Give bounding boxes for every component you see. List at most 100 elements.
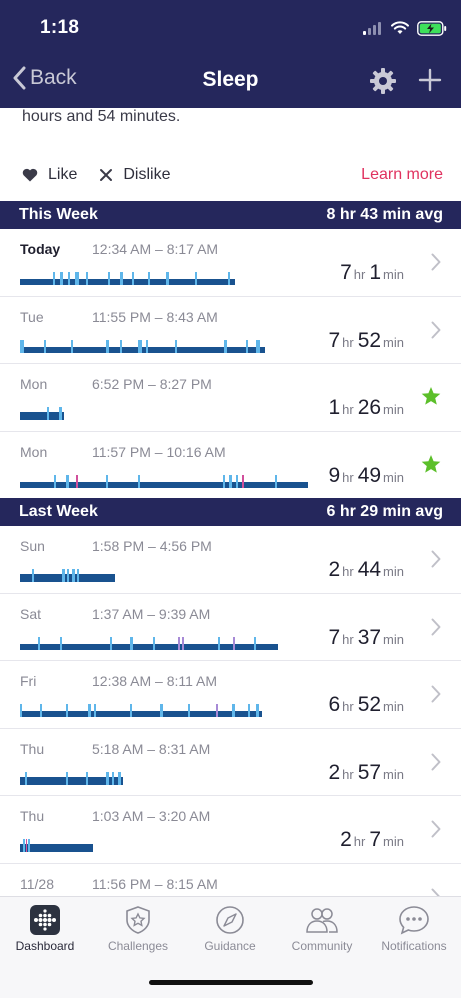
home-indicator[interactable]: [149, 980, 313, 985]
hours-unit: hr: [353, 267, 366, 282]
sleep-duration: 7 hr 1 min: [340, 261, 404, 285]
duration-hours: 2: [340, 828, 352, 851]
log-day: 11/28: [20, 875, 54, 892]
learn-more-link[interactable]: Learn more: [361, 166, 443, 183]
sleep-log-row[interactable]: Thu 5:18 AM – 8:31 AM 2 hr 57 min: [0, 729, 461, 796]
duration-minutes: 37: [357, 625, 382, 649]
tab-guidance[interactable]: Guidance: [185, 905, 275, 953]
log-time-range: 6:52 PM – 8:27 PM: [92, 376, 212, 392]
close-icon: [100, 169, 113, 181]
star-icon: [421, 454, 441, 473]
duration-minutes: 52: [357, 693, 382, 716]
chevron-right-icon: [431, 550, 441, 568]
minutes-unit: min: [383, 766, 404, 782]
log-day: Today: [20, 241, 61, 257]
minutes-unit: min: [383, 564, 404, 579]
dislike-button[interactable]: Dislike: [99, 166, 170, 184]
sleep-stages-bar: [20, 704, 262, 717]
sleep-log-row[interactable]: Today 12:34 AM – 8:17 AM 7 hr 1 min: [0, 229, 461, 297]
minutes-unit: min: [383, 267, 404, 282]
tab-label: Dashboard: [15, 939, 75, 953]
sleep-duration: 7 hr 37 min: [328, 626, 404, 650]
sleep-log-row[interactable]: Tue 11:55 PM – 8:43 AM 7 hr 52 min: [0, 297, 461, 364]
sleep-stages-bar: [20, 272, 235, 285]
log-time-range: 12:34 AM – 8:17 AM: [92, 241, 219, 257]
tab-community[interactable]: Community: [277, 905, 367, 953]
duration-minutes: 26: [357, 396, 382, 419]
log-time-range: 1:37 AM – 9:39 AM: [92, 605, 211, 622]
duration-minutes: 52: [357, 328, 382, 352]
sleep-duration: 1 hr 26 min: [328, 396, 404, 420]
sleep-duration: 2 hr 57 min: [328, 761, 404, 785]
log-day: Tue: [20, 308, 44, 325]
tab-label: Guidance: [204, 939, 256, 953]
plus-icon: [418, 68, 442, 92]
sleep-duration: 7 hr 52 min: [328, 329, 404, 353]
log-day: Thu: [20, 740, 45, 757]
settings-button[interactable]: [369, 67, 397, 100]
duration-hours: 7: [328, 328, 341, 352]
tab-notifications[interactable]: Notifications: [369, 905, 459, 953]
compass-icon: [216, 906, 244, 934]
tab-label: Notifications: [381, 939, 447, 953]
chevron-right-icon: [431, 820, 441, 838]
status-icons: [363, 19, 447, 37]
duration-hours: 1: [328, 396, 341, 419]
log-time-range: 5:18 AM – 8:31 AM: [92, 740, 211, 757]
community-icon: [306, 908, 338, 933]
back-button[interactable]: Back: [12, 66, 77, 90]
heart-icon: [22, 168, 38, 182]
tab-dashboard[interactable]: Dashboard: [0, 905, 90, 953]
sleep-log-row[interactable]: Fri 12:38 AM – 8:11 AM 6 hr 52 min: [0, 661, 461, 729]
hours-unit: hr: [353, 834, 366, 849]
hours-unit: hr: [342, 402, 354, 417]
duration-hours: 7: [328, 625, 341, 649]
dashboard-icon: [30, 905, 60, 935]
sleep-stages-bar: [20, 407, 64, 420]
sleep-stages-bar: [20, 339, 265, 353]
duration-minutes: 1: [369, 261, 382, 284]
chevron-right-icon: [431, 753, 441, 770]
log-day: Mon: [20, 443, 48, 460]
minutes-unit: min: [383, 699, 404, 714]
section-title: This Week: [19, 206, 98, 223]
this-week-header: This Week 8 hr 43 min avg: [0, 201, 461, 229]
duration-hours: 2: [328, 760, 341, 784]
hours-unit: hr: [342, 564, 354, 579]
sleep-log-row[interactable]: Sun 1:58 PM – 4:56 PM 2 hr 44 min: [0, 526, 461, 594]
status-time: 1:18: [40, 17, 80, 38]
sleep-duration: 6 hr 52 min: [328, 693, 404, 717]
sleep-log-row[interactable]: Thu 1:03 AM – 3:20 AM 2 hr 7 min: [0, 796, 461, 864]
log-day: Mon: [20, 376, 48, 392]
duration-minutes: 44: [357, 558, 382, 581]
chevron-left-icon: [13, 66, 26, 90]
hours-unit: hr: [342, 469, 354, 485]
sleep-stages-bar: [20, 569, 115, 582]
like-button[interactable]: Like: [22, 166, 77, 184]
sleep-log-row[interactable]: Mon 6:52 PM – 8:27 PM 1 hr 26 min: [0, 364, 461, 432]
add-button[interactable]: [418, 68, 442, 97]
dislike-label: Dislike: [123, 166, 171, 183]
section-average: 6 hr 29 min avg: [326, 503, 444, 520]
duration-minutes: 49: [357, 463, 382, 487]
chevron-right-icon: [431, 685, 441, 703]
challenges-icon: [126, 906, 150, 934]
sleep-duration: 2 hr 44 min: [328, 558, 404, 582]
duration-minutes: 57: [357, 760, 382, 784]
tab-challenges[interactable]: Challenges: [93, 905, 183, 953]
hours-unit: hr: [342, 334, 354, 350]
duration-hours: 6: [328, 693, 341, 716]
feedback-actions: Like Dislike Learn more: [22, 164, 443, 186]
sleep-stages-bar: [20, 474, 308, 488]
sleep-duration: 9 hr 49 min: [328, 464, 404, 488]
sleep-log-row[interactable]: Sat 1:37 AM – 9:39 AM 7 hr 37 min: [0, 594, 461, 661]
section-title: Last Week: [19, 503, 98, 520]
log-time-range: 11:56 PM – 8:15 AM: [92, 875, 218, 892]
duration-hours: 2: [328, 558, 341, 581]
log-time-range: 12:38 AM – 8:11 AM: [92, 673, 218, 689]
sleep-log-row[interactable]: Mon 11:57 PM – 10:16 AM 9 hr 49 min: [0, 432, 461, 499]
header: 1:18 Back Sleep: [0, 0, 461, 108]
log-day: Fri: [20, 673, 37, 689]
wifi-icon: [391, 21, 409, 34]
cellular-signal-icon: [363, 22, 381, 35]
